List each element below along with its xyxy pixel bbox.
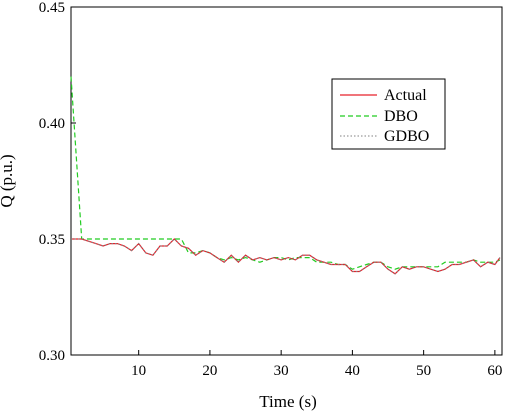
legend-box	[331, 78, 446, 150]
y-tick-label: 0.45	[39, 0, 65, 16]
series-line-actual	[71, 238, 501, 275]
x-tick-label: 40	[345, 363, 360, 379]
y-tick-label: 0.30	[39, 348, 65, 364]
x-tick-label: 10	[131, 363, 146, 379]
plot-frame	[70, 6, 503, 356]
x-tick-label: 20	[202, 363, 217, 379]
plot-lines	[70, 76, 501, 275]
x-axis-title: Time (s)	[259, 392, 316, 411]
x-tick-label: 30	[274, 363, 289, 379]
legend-label-gdbo: GDBO	[384, 128, 429, 145]
series-line-gdbo	[71, 238, 501, 275]
y-axis: 0.30 0.35 0.40 0.45	[39, 0, 76, 364]
legend: Actual DBO GDBO	[331, 78, 446, 150]
y-tick-label: 0.35	[39, 232, 65, 248]
y-tick-label: 0.40	[39, 116, 65, 132]
legend-label-dbo: DBO	[384, 108, 418, 125]
legend-label-actual: Actual	[384, 87, 427, 104]
x-axis: 10 20 30 40 50 60	[131, 350, 502, 379]
series-line-dbo	[70, 76, 501, 270]
y-axis-title: Q (p.u.)	[0, 154, 16, 207]
x-tick-label: 60	[487, 363, 502, 379]
x-tick-label: 50	[416, 363, 431, 379]
